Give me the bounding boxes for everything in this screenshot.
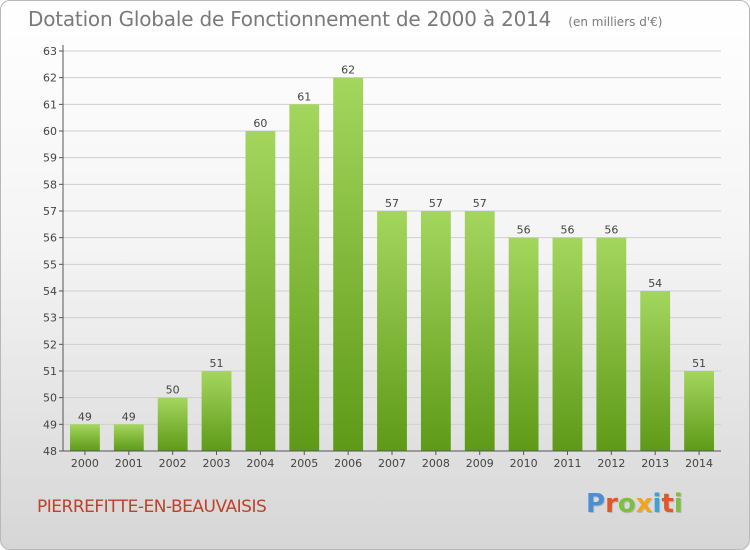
data-label: 60	[253, 117, 267, 130]
x-tick-label: 2004	[246, 457, 274, 470]
data-label: 61	[297, 90, 311, 103]
logo-letter: i	[673, 489, 683, 519]
y-tick-label: 54	[43, 285, 57, 298]
x-tick-label: 2011	[553, 457, 581, 470]
bar	[201, 371, 232, 451]
y-tick-label: 62	[43, 72, 57, 85]
bar	[113, 424, 144, 451]
logo-letter: P	[586, 489, 606, 519]
bar	[70, 424, 100, 451]
data-label: 51	[692, 357, 706, 370]
x-tick-label: 2013	[641, 457, 669, 470]
chart-title: Dotation Globale de Fonctionnement de 20…	[28, 7, 552, 31]
bar	[289, 104, 320, 451]
commune-name: PIERREFITTE-EN-BEAUVAISIS	[37, 497, 267, 517]
data-label: 62	[341, 64, 355, 77]
x-tick-label: 2006	[334, 457, 362, 470]
data-label: 57	[385, 197, 399, 210]
bar	[684, 371, 714, 451]
data-label: 51	[210, 357, 224, 370]
data-label: 49	[78, 410, 92, 423]
bar	[420, 211, 451, 451]
x-tick-label: 2007	[378, 457, 406, 470]
x-tick-label: 2012	[597, 457, 625, 470]
bar	[552, 237, 583, 451]
bar	[333, 77, 364, 452]
data-label: 56	[560, 224, 574, 237]
y-tick-label: 63	[43, 45, 57, 58]
logo-letter: x	[635, 489, 653, 519]
y-tick-label: 49	[43, 418, 57, 431]
y-tick-label: 51	[43, 365, 57, 378]
data-label: 56	[517, 224, 531, 237]
axes: 48 49 50 51 52 53 54 55 56 57 58 59 60 61 62 63 2000 2001…	[43, 45, 721, 470]
data-label: 57	[429, 197, 443, 210]
y-tick-label: 50	[43, 392, 57, 405]
y-tick-label: 57	[43, 205, 57, 218]
data-label: 54	[648, 277, 662, 290]
data-label: 56	[604, 224, 618, 237]
y-tick-label: 58	[43, 178, 57, 191]
bar	[377, 211, 407, 451]
bar	[464, 211, 495, 451]
bar	[640, 291, 671, 451]
x-tick-label: 2014	[685, 457, 713, 470]
proxiti-logo[interactable]: Proxiti	[586, 489, 683, 519]
bar	[157, 397, 188, 451]
y-tick-label: 60	[43, 125, 57, 138]
logo-letter: r	[605, 489, 618, 519]
data-labels: 49 49 50 51 60 61 62 57 57 57 56 56 56 54 51	[78, 64, 706, 424]
x-tick-label: 2005	[290, 457, 318, 470]
bars	[70, 77, 714, 452]
logo-letter: o	[617, 489, 636, 519]
x-tick-label: 2003	[203, 457, 231, 470]
bar	[508, 237, 539, 451]
x-tick-label: 2001	[115, 457, 143, 470]
data-label: 50	[166, 384, 180, 397]
data-label: 49	[122, 410, 136, 423]
chart-subtitle: (en milliers d'€)	[568, 15, 663, 29]
bar	[596, 237, 627, 451]
x-tick-label: 2008	[422, 457, 450, 470]
x-tick-label: 2009	[466, 457, 494, 470]
y-tick-label: 56	[43, 232, 57, 245]
y-tick-label: 53	[43, 312, 57, 325]
y-tick-label: 55	[43, 258, 57, 271]
logo-letter: t	[661, 489, 674, 519]
chart-header: Dotation Globale de Fonctionnement de 20…	[28, 7, 662, 31]
y-tick-label: 52	[43, 338, 57, 351]
y-tick-label: 61	[43, 98, 57, 111]
logo-letter: i	[652, 489, 662, 519]
data-label: 57	[473, 197, 487, 210]
y-tick-label: 59	[43, 152, 57, 165]
bar	[245, 131, 276, 451]
x-tick-label: 2010	[510, 457, 538, 470]
x-tick-label: 2002	[159, 457, 187, 470]
x-tick-label: 2000	[71, 457, 99, 470]
y-tick-label: 48	[43, 445, 57, 458]
